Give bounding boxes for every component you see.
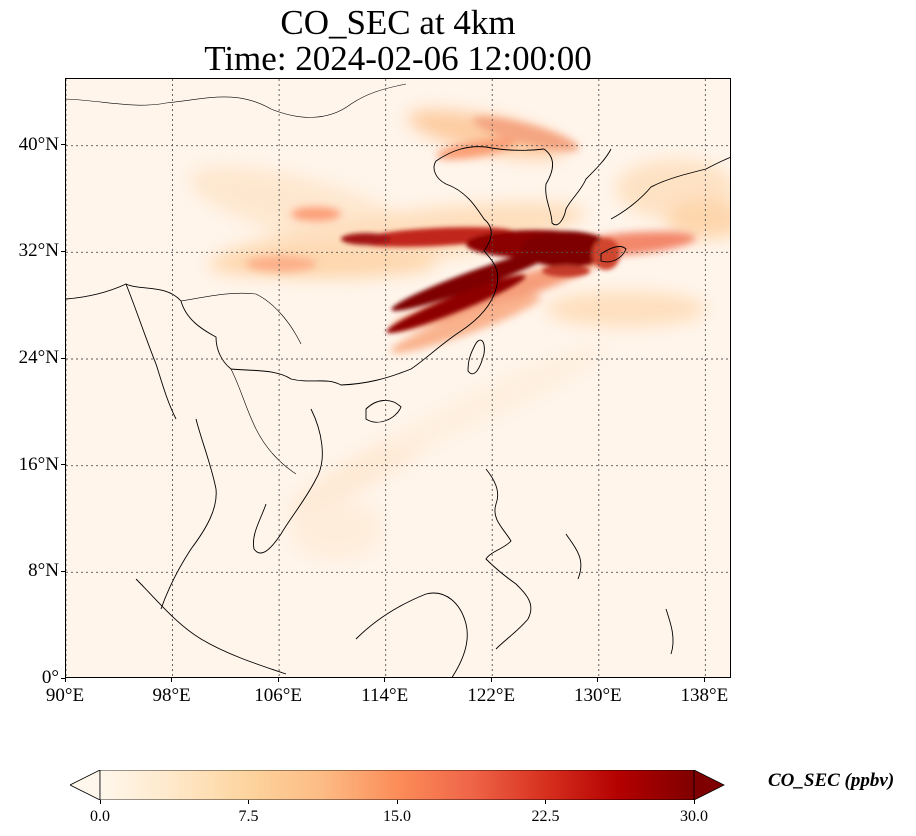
vietnam-coastline [253,408,323,554]
lat-tick-mark [61,464,65,466]
korea-coastline [543,148,612,226]
lat-tick-label: 8°N [28,560,59,582]
lon-tick-label: 114°E [361,685,409,706]
colorbar-tick-mark [248,800,249,804]
lat-tick-label: 32°N [18,240,59,262]
lat-tick-mark [61,570,65,572]
sumatra-coastline [135,578,287,675]
colorbar-tick-mark [693,800,695,804]
mongolia-border [66,83,407,118]
colorbar-tick-mark [396,800,398,804]
gridlines [66,79,730,677]
colorbar-tick-label: 22.5 [531,808,560,825]
concentration-background [66,79,730,677]
new-guinea-coastline [665,608,674,655]
philippines-coastline [485,468,532,650]
lon-tick-mark [597,678,599,682]
colorbar-min-extend [70,770,101,800]
colorbar-max-extend [693,770,725,800]
lat-tick-mark [61,250,65,252]
colorbar-gradient [99,770,695,800]
china-coastline [66,146,545,386]
lat-tick-mark [61,677,65,679]
colorbar-tick-label: 15.0 [383,808,411,825]
lat-tick-mark [61,357,65,359]
kyushu-coastline [600,246,627,263]
lon-tick-mark [277,678,279,682]
lat-tick-label: 16°N [18,453,59,475]
colorbar-title: CO_SEC (ppbv) [768,770,895,791]
lon-tick-label: 90°E [45,685,85,706]
coastlines [66,83,730,677]
thailand-peninsula [160,418,217,610]
lon-tick-mark [490,678,492,682]
map-time-subtitle: Time: 2024-02-06 12:00:00 [204,39,592,78]
lon-tick-mark [171,678,173,682]
colorbar-tick-label: 7.5 [238,808,259,825]
lon-tick-mark [703,678,705,682]
lat-tick-label: 40°N [18,133,59,155]
taiwan-coastline [467,339,485,375]
japan-coastline [610,157,730,220]
colorbar-tick-label: 0.0 [90,808,110,825]
lon-tick-mark [64,678,66,682]
lon-tick-mark [384,678,386,682]
map-canvas [66,79,730,677]
mindanao-coastline [565,533,582,580]
lon-tick-label: 130°E [573,685,622,706]
lat-tick-label: 24°N [18,347,59,368]
plume-core [341,227,620,334]
map-panel [65,78,731,678]
lat-tick-label: 0° [41,667,59,688]
colorbar-tick-label: 30.0 [680,808,708,825]
map-title: CO_SEC at 4km [280,3,516,42]
bay-of-bengal-border [125,283,177,420]
lat-tick-mark [61,144,65,146]
hainan-coastline [365,400,402,423]
colorbar [70,770,725,800]
lon-tick-label: 106°E [254,685,302,706]
colorbar-tick-mark [545,800,546,804]
borneo-coastline [355,592,468,677]
inner-border-2 [230,368,297,475]
colorbar-tick-mark [99,800,101,804]
lon-tick-label: 98°E [152,685,191,706]
lon-tick-label: 122°E [467,685,516,706]
inner-border-1 [180,292,302,345]
lon-tick-label: 138°E [680,685,729,706]
